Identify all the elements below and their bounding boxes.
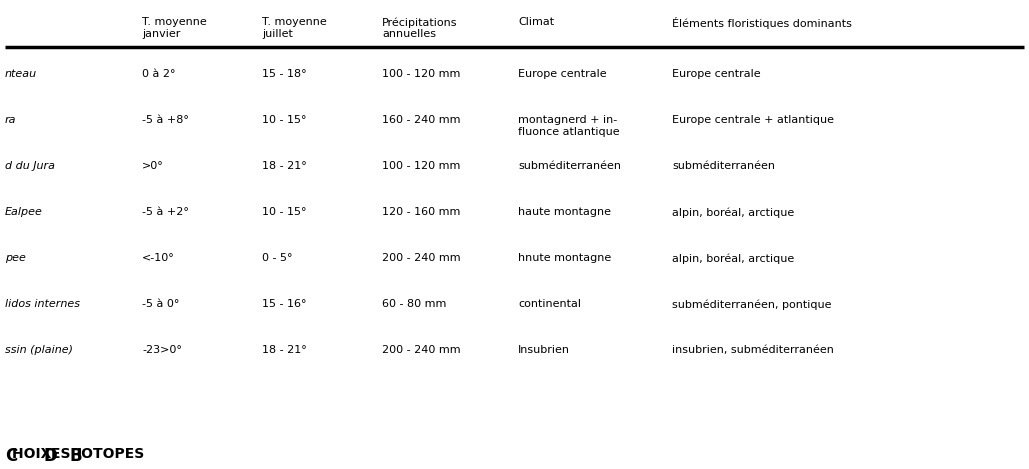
Text: 160 - 240 mm: 160 - 240 mm — [382, 115, 461, 125]
Text: IOTOPES: IOTOPES — [77, 447, 145, 461]
Text: -5 à +2°: -5 à +2° — [142, 207, 189, 217]
Text: 0 - 5°: 0 - 5° — [262, 253, 292, 263]
Text: 100 - 120 mm: 100 - 120 mm — [382, 69, 460, 79]
Text: HOIX: HOIX — [12, 447, 57, 461]
Text: B: B — [70, 447, 82, 465]
Text: subméditerranéen, pontique: subméditerranéen, pontique — [672, 299, 831, 310]
Text: alpin, boréal, arctique: alpin, boréal, arctique — [672, 253, 794, 264]
Text: <-10°: <-10° — [142, 253, 175, 263]
Text: Précipitations
annuelles: Précipitations annuelles — [382, 17, 458, 39]
Text: -23>0°: -23>0° — [142, 345, 182, 355]
Text: lidos internes: lidos internes — [5, 299, 80, 309]
Text: subméditerranéen: subméditerranéen — [518, 161, 620, 171]
Text: 10 - 15°: 10 - 15° — [262, 207, 307, 217]
Text: D: D — [43, 447, 58, 465]
Text: 0 à 2°: 0 à 2° — [142, 69, 176, 79]
Text: d du Jura: d du Jura — [5, 161, 55, 171]
Text: nteau: nteau — [5, 69, 37, 79]
Text: ES: ES — [50, 447, 75, 461]
Text: subméditerranéen: subméditerranéen — [672, 161, 775, 171]
Text: pee: pee — [5, 253, 26, 263]
Text: 200 - 240 mm: 200 - 240 mm — [382, 345, 461, 355]
Text: 200 - 240 mm: 200 - 240 mm — [382, 253, 461, 263]
Text: >0°: >0° — [142, 161, 164, 171]
Text: T. moyenne
juillet: T. moyenne juillet — [262, 17, 327, 38]
Text: -5 à 0°: -5 à 0° — [142, 299, 179, 309]
Text: Ealpee: Ealpee — [5, 207, 43, 217]
Text: -5 à +8°: -5 à +8° — [142, 115, 189, 125]
Text: montagnerd + in-
fluonce atlantique: montagnerd + in- fluonce atlantique — [518, 115, 619, 136]
Text: T. moyenne
janvier: T. moyenne janvier — [142, 17, 207, 38]
Text: 15 - 16°: 15 - 16° — [262, 299, 307, 309]
Text: 120 - 160 mm: 120 - 160 mm — [382, 207, 460, 217]
Text: haute montagne: haute montagne — [518, 207, 611, 217]
Text: Éléments floristiques dominants: Éléments floristiques dominants — [672, 17, 852, 29]
Text: 100 - 120 mm: 100 - 120 mm — [382, 161, 460, 171]
Text: Insubrien: Insubrien — [518, 345, 570, 355]
Text: 10 - 15°: 10 - 15° — [262, 115, 307, 125]
Text: 60 - 80 mm: 60 - 80 mm — [382, 299, 447, 309]
Text: 18 - 21°: 18 - 21° — [262, 161, 307, 171]
Text: insubrien, subméditerranéen: insubrien, subméditerranéen — [672, 345, 833, 355]
Text: continental: continental — [518, 299, 581, 309]
Text: 18 - 21°: 18 - 21° — [262, 345, 307, 355]
Text: ssin (plaine): ssin (plaine) — [5, 345, 73, 355]
Text: Europe centrale: Europe centrale — [518, 69, 607, 79]
Text: Climat: Climat — [518, 17, 555, 27]
Text: 15 - 18°: 15 - 18° — [262, 69, 307, 79]
Text: hnute montagne: hnute montagne — [518, 253, 611, 263]
Text: ra: ra — [5, 115, 16, 125]
Text: C: C — [5, 447, 17, 465]
Text: Europe centrale: Europe centrale — [672, 69, 760, 79]
Text: alpin, boréal, arctique: alpin, boréal, arctique — [672, 207, 794, 218]
Text: Europe centrale + atlantique: Europe centrale + atlantique — [672, 115, 833, 125]
